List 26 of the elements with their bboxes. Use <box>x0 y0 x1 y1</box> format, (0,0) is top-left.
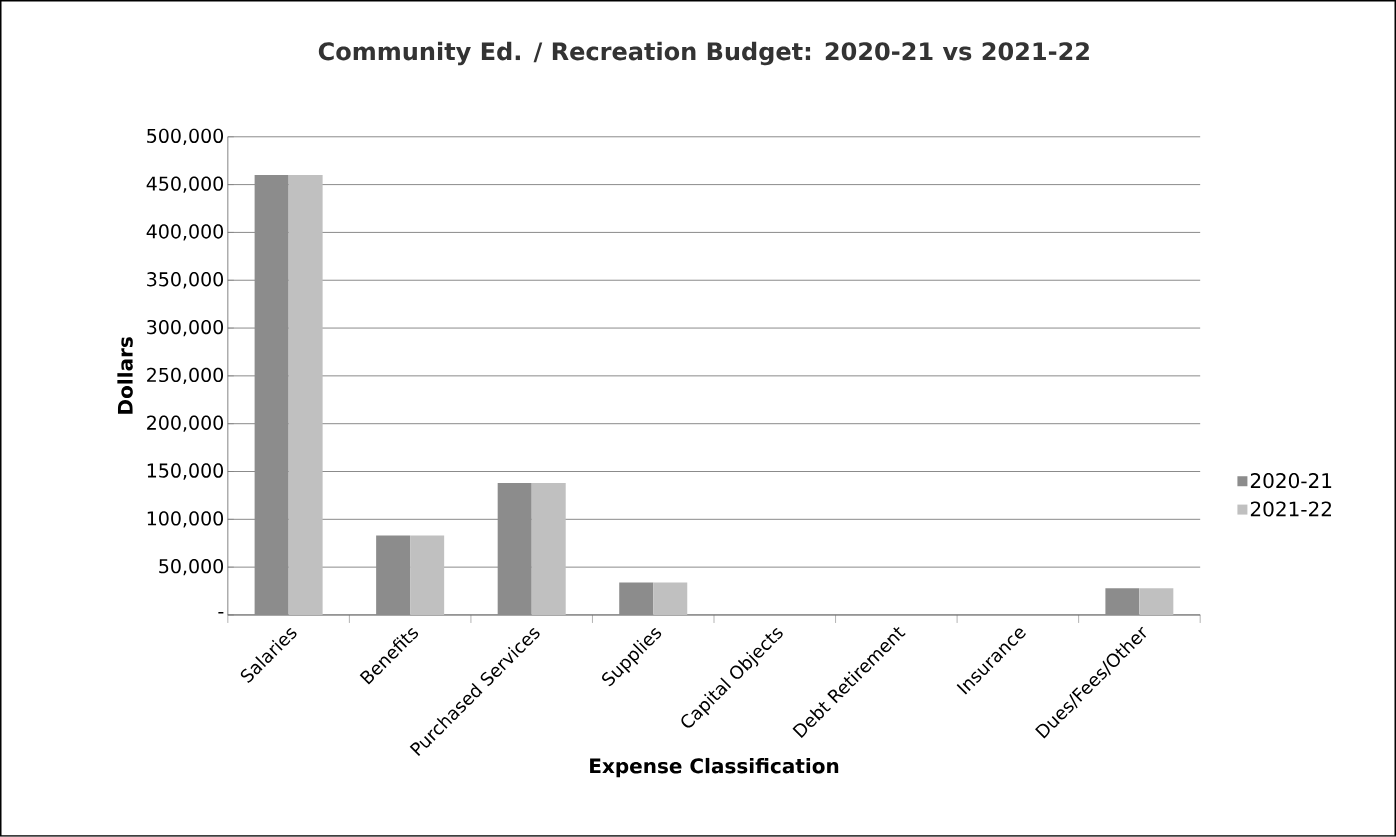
y-axis-title: Dollars <box>117 337 133 414</box>
y-tick-label: 400,000 <box>146 224 224 241</box>
bar <box>410 535 445 616</box>
bar <box>619 582 654 616</box>
bar <box>531 483 566 616</box>
y-tick-label: 500,000 <box>147 128 224 146</box>
y-tick-label: - <box>218 612 224 614</box>
chart-title: Community Ed. / Recreation Budget: 2020-21 vs 2021-22 <box>318 41 1089 66</box>
bar <box>1139 588 1174 616</box>
legend-label: 2020-21 <box>1250 473 1332 489</box>
legend-label: 2021-22 <box>1250 501 1331 517</box>
bar <box>1105 588 1140 616</box>
bar <box>497 483 532 616</box>
y-tick-label: 350,000 <box>147 272 224 289</box>
y-tick-label: 250,000 <box>147 367 224 385</box>
bar <box>288 175 323 616</box>
bar <box>376 535 411 616</box>
y-tick-label: 150,000 <box>147 463 224 480</box>
y-tick-label: 300,000 <box>147 320 224 337</box>
y-tick-label: 100,000 <box>147 511 224 528</box>
y-tick-label: 50,000 <box>159 559 224 576</box>
y-tick-label: 450,000 <box>146 176 224 193</box>
bar <box>254 175 289 616</box>
bar <box>653 582 688 616</box>
x-axis-title: Expense Classification <box>590 758 839 778</box>
y-tick-label: 200,000 <box>147 415 224 432</box>
